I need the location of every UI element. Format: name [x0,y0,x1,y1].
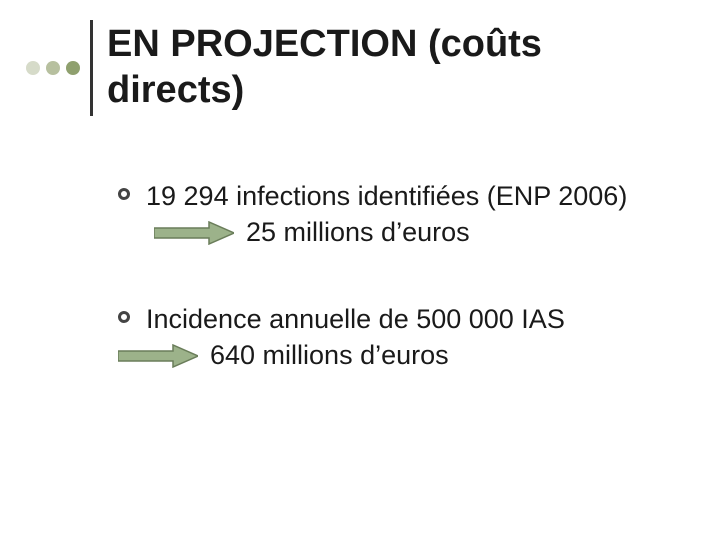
bullet-item-1: 19 294 infections identifiées (ENP 2006)… [118,178,658,251]
item2-line2-after: 640 millions d’euros [210,337,449,373]
bullet-text-2: Incidence annuelle de 500 000 IAS 640 mi… [146,301,565,374]
item1-text-after: 25 millions d’euros [246,214,470,250]
slide: EN PROJECTION (coûts directs) 19 294 inf… [0,0,720,540]
arrow-icon [118,344,198,368]
item1-text-before: 19 294 infections identifiées (ENP 2006) [146,178,627,214]
dot-3 [66,61,80,75]
slide-title: EN PROJECTION (coûts directs) [107,22,647,113]
bullet-item-2: Incidence annuelle de 500 000 IAS 640 mi… [118,301,658,374]
bullet-text-1: 19 294 infections identifiées (ENP 2006)… [146,178,627,251]
item2-line1: Incidence annuelle de 500 000 IAS [146,301,565,337]
title-vertical-bar [90,20,93,116]
bullet-icon [118,311,130,323]
title-dots [26,61,80,75]
title-row: EN PROJECTION (coûts directs) [26,20,647,116]
arrow-icon [154,221,234,245]
bullet-icon [118,188,130,200]
slide-body: 19 294 infections identifiées (ENP 2006)… [118,178,658,424]
dot-1 [26,61,40,75]
dot-2 [46,61,60,75]
